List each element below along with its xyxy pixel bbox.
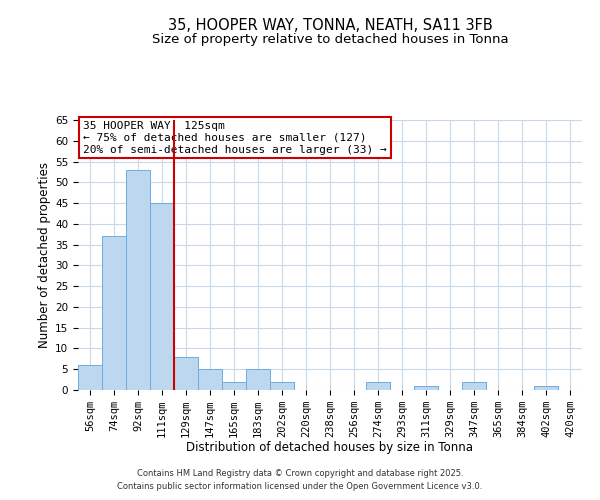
- Bar: [414, 386, 438, 390]
- Text: Contains public sector information licensed under the Open Government Licence v3: Contains public sector information licen…: [118, 482, 482, 491]
- Bar: [174, 357, 198, 390]
- Bar: [78, 365, 102, 390]
- Bar: [534, 386, 558, 390]
- Text: 35 HOOPER WAY: 125sqm
← 75% of detached houses are smaller (127)
20% of semi-det: 35 HOOPER WAY: 125sqm ← 75% of detached …: [83, 122, 387, 154]
- Bar: [270, 382, 294, 390]
- Bar: [150, 203, 174, 390]
- Bar: [462, 382, 486, 390]
- Text: 35, HOOPER WAY, TONNA, NEATH, SA11 3FB: 35, HOOPER WAY, TONNA, NEATH, SA11 3FB: [167, 18, 493, 32]
- Bar: [246, 369, 270, 390]
- X-axis label: Distribution of detached houses by size in Tonna: Distribution of detached houses by size …: [187, 442, 473, 454]
- Y-axis label: Number of detached properties: Number of detached properties: [38, 162, 51, 348]
- Text: Size of property relative to detached houses in Tonna: Size of property relative to detached ho…: [152, 32, 508, 46]
- Text: Contains HM Land Registry data © Crown copyright and database right 2025.: Contains HM Land Registry data © Crown c…: [137, 468, 463, 477]
- Bar: [198, 369, 222, 390]
- Bar: [222, 382, 246, 390]
- Bar: [102, 236, 126, 390]
- Bar: [126, 170, 150, 390]
- Bar: [366, 382, 390, 390]
